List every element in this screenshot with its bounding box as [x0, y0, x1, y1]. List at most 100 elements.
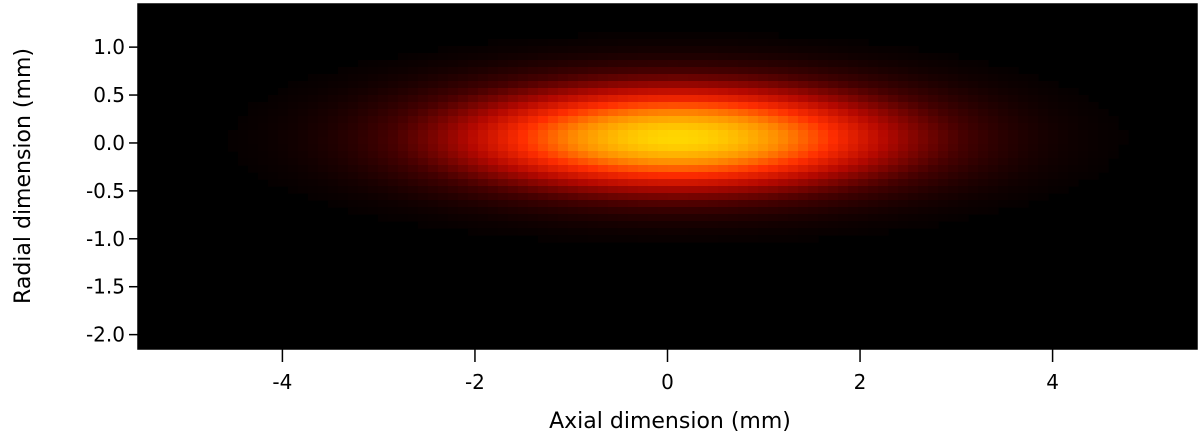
heatmap-cell — [508, 74, 519, 82]
heatmap-cell — [978, 116, 989, 124]
heatmap-cell — [678, 32, 689, 40]
heatmap-cell — [878, 200, 889, 208]
heatmap-cell — [588, 53, 599, 61]
heatmap-cell — [918, 109, 929, 117]
heatmap-cell — [368, 158, 379, 166]
heatmap-cell — [518, 81, 529, 89]
heatmap-cell — [478, 186, 489, 194]
heatmap-cell — [558, 165, 569, 173]
heatmap-cell — [698, 81, 709, 89]
heatmap-cell — [398, 165, 409, 173]
heatmap-cell — [1038, 130, 1049, 138]
heatmap-cell — [1048, 158, 1059, 166]
heatmap-cell — [728, 74, 739, 82]
heatmap-cell — [958, 214, 969, 222]
heatmap-cell — [868, 53, 879, 61]
heatmap-cell — [928, 158, 939, 166]
heatmap-cell — [618, 214, 629, 222]
heatmap-cell — [518, 151, 529, 159]
heatmap-cell — [418, 151, 429, 159]
heatmap-cell — [708, 102, 719, 110]
heatmap-cell — [928, 95, 939, 103]
heatmap-cell — [338, 116, 349, 124]
heatmap-cell — [628, 144, 639, 152]
heatmap-cell — [718, 207, 729, 215]
heatmap-cell — [828, 46, 839, 54]
heatmap-cell — [1058, 165, 1069, 173]
heatmap-cell — [548, 81, 559, 89]
heatmap-cell — [928, 109, 939, 117]
heatmap-cell — [348, 151, 359, 159]
heatmap-cell — [708, 60, 719, 68]
heatmap-cell — [1008, 109, 1019, 117]
heatmap-cell — [348, 102, 359, 110]
heatmap-cell — [418, 53, 429, 61]
heatmap-cell — [868, 123, 879, 131]
heatmap-cell — [388, 151, 399, 159]
heatmap-cell — [438, 81, 449, 89]
y-tick-label: 0.5 — [93, 83, 125, 107]
heatmap-cell — [668, 165, 679, 173]
heatmap-cell — [858, 158, 869, 166]
heatmap-cell — [918, 214, 929, 222]
heatmap-cell — [848, 221, 859, 229]
heatmap-cell — [248, 144, 259, 152]
heatmap-cell — [288, 179, 299, 187]
heatmap-cell — [1038, 158, 1049, 166]
heatmap-cell — [308, 81, 319, 89]
heatmap-cell — [558, 46, 569, 54]
heatmap-cell — [348, 200, 359, 208]
heatmap-cell — [788, 53, 799, 61]
heatmap-cell — [468, 109, 479, 117]
heatmap-cell — [578, 67, 589, 75]
heatmap-cell — [918, 130, 929, 138]
heatmap-cell — [648, 123, 659, 131]
heatmap-cell — [918, 151, 929, 159]
heatmap-cell — [738, 214, 749, 222]
heatmap-cell — [688, 60, 699, 68]
heatmap-cell — [548, 165, 559, 173]
heatmap-cell — [558, 221, 569, 229]
heatmap-cell — [558, 60, 569, 68]
heatmap-cell — [538, 172, 549, 180]
heatmap-cell — [538, 179, 549, 187]
heatmap-cell — [468, 179, 479, 187]
heatmap-cell — [568, 207, 579, 215]
heatmap-cell — [1088, 144, 1099, 152]
heatmap-cell — [1088, 172, 1099, 180]
heatmap-cell — [1018, 144, 1029, 152]
heatmap-cell — [628, 165, 639, 173]
heatmap-cell — [928, 151, 939, 159]
heatmap-cell — [528, 67, 539, 75]
heatmap-cell — [298, 179, 309, 187]
heatmap-cell — [778, 53, 789, 61]
heatmap-cell — [378, 74, 389, 82]
heatmap-cell — [1018, 137, 1029, 145]
heatmap-cell — [758, 179, 769, 187]
heatmap-cell — [338, 165, 349, 173]
heatmap-cell — [748, 193, 759, 201]
heatmap-cell — [888, 53, 899, 61]
heatmap-cell — [988, 102, 999, 110]
heatmap-cell — [1058, 116, 1069, 124]
heatmap-cell — [908, 200, 919, 208]
heatmap-cell — [838, 193, 849, 201]
heatmap-cell — [738, 53, 749, 61]
heatmap-cell — [938, 123, 949, 131]
heatmap-cell — [888, 81, 899, 89]
heatmap-cell — [388, 109, 399, 117]
heatmap-cell — [648, 200, 659, 208]
heatmap-cell — [708, 116, 719, 124]
heatmap-cell — [748, 67, 759, 75]
heatmap-cell — [1078, 95, 1089, 103]
heatmap-cell — [1028, 144, 1039, 152]
heatmap-cell — [768, 123, 779, 131]
heatmap-cell — [698, 144, 709, 152]
heatmap-cell — [508, 123, 519, 131]
heatmap-cell — [748, 88, 759, 96]
heatmap-cell — [418, 116, 429, 124]
heatmap-cell — [1008, 74, 1019, 82]
heatmap-cell — [818, 53, 829, 61]
heatmap-cell — [1008, 193, 1019, 201]
heatmap-cell — [348, 165, 359, 173]
